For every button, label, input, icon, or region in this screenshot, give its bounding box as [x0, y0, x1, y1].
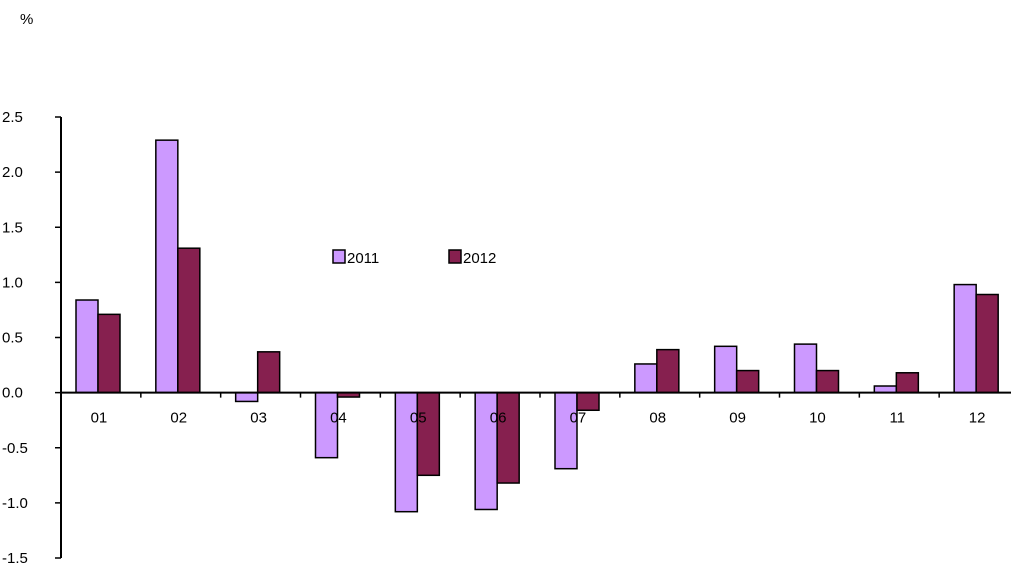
- bar-2012-06: [496, 391, 520, 484]
- y-tick-label: 2.0: [2, 164, 23, 181]
- bar-2012-02: [177, 247, 201, 394]
- bar-2011-02: [155, 139, 179, 394]
- bar-2012-03: [256, 351, 281, 394]
- bar-2012-05: [416, 391, 441, 477]
- bar-2012-10: [815, 369, 840, 394]
- x-tick-label: 06: [490, 410, 507, 427]
- x-tick-label: 03: [250, 410, 267, 427]
- legend: 2011 2012: [332, 249, 496, 267]
- bar-2012-09: [735, 369, 760, 394]
- x-tick-label: 12: [969, 410, 986, 427]
- legend-swatch-2012: [448, 249, 462, 264]
- y-tick-label: 2.5: [2, 109, 23, 126]
- legend-label-2012: 2012: [463, 250, 496, 267]
- x-tick-label: 11: [889, 410, 905, 427]
- y-tick-label: 1.5: [2, 219, 23, 236]
- y-tick-label: 1.0: [2, 274, 23, 291]
- bar-2012-12: [975, 293, 999, 394]
- bar-2012-07: [576, 391, 600, 412]
- bar-2011-10: [793, 343, 818, 394]
- legend-swatch-2011: [332, 249, 346, 264]
- bar-2012-08: [656, 348, 680, 394]
- legend-label-2011: 2011: [347, 250, 379, 267]
- bar-2011-09: [713, 345, 738, 394]
- bar-2011-03: [234, 391, 259, 403]
- y-tick-label: 0.5: [2, 330, 23, 347]
- bar-2011-08: [634, 363, 658, 394]
- unit-label: %: [20, 11, 33, 28]
- x-tick-label: 05: [410, 410, 427, 427]
- axes-group: [55, 116, 1011, 559]
- y-tick-label: -0.5: [2, 440, 28, 457]
- x-tick-label: 01: [91, 410, 108, 427]
- x-tick-label: 09: [729, 410, 746, 427]
- bars-group: [75, 139, 999, 513]
- bar-2012-11: [895, 372, 920, 394]
- x-tick-label: 10: [809, 410, 826, 427]
- x-tick-label: 02: [170, 410, 187, 427]
- y-tick-label: -1.5: [2, 550, 28, 567]
- bar-2012-01: [97, 313, 121, 394]
- y-tick-label: 0.0: [2, 385, 23, 402]
- bar-2011-01: [75, 299, 99, 394]
- x-tick-label: 08: [649, 410, 666, 427]
- y-tick-label: -1.0: [2, 495, 28, 512]
- x-tick-label: 04: [330, 410, 347, 427]
- x-tick-label: 07: [570, 410, 587, 427]
- bar-2011-12: [953, 283, 977, 394]
- bar-2011-07: [554, 391, 578, 470]
